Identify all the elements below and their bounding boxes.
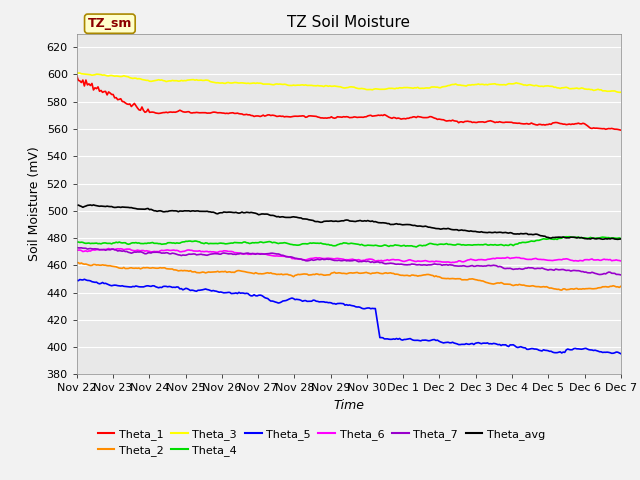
- Theta_4: [589, 235, 597, 241]
- Theta_avg: [588, 235, 596, 241]
- Line: Theta_avg: Theta_avg: [77, 205, 621, 240]
- Title: TZ Soil Moisture: TZ Soil Moisture: [287, 15, 410, 30]
- Theta_5: [588, 347, 596, 353]
- Theta_3: [617, 89, 625, 95]
- Theta_2: [73, 260, 81, 265]
- Y-axis label: Soil Moisture (mV): Soil Moisture (mV): [28, 146, 41, 262]
- Theta_2: [253, 270, 261, 276]
- Theta_6: [312, 255, 320, 261]
- Theta_6: [141, 248, 149, 254]
- Line: Theta_5: Theta_5: [77, 279, 621, 354]
- Theta_4: [565, 234, 573, 240]
- Theta_6: [255, 251, 262, 256]
- Theta_7: [617, 272, 625, 278]
- Theta_avg: [614, 237, 621, 242]
- Theta_1: [617, 127, 625, 133]
- Theta_avg: [255, 212, 262, 217]
- Theta_1: [235, 111, 243, 117]
- Theta_2: [588, 286, 596, 292]
- Theta_3: [74, 70, 82, 76]
- Theta_5: [81, 276, 88, 282]
- Theta_2: [140, 265, 147, 271]
- Theta_7: [235, 251, 243, 257]
- Theta_avg: [617, 236, 625, 242]
- Theta_avg: [141, 206, 149, 212]
- Theta_4: [140, 241, 147, 247]
- Theta_4: [311, 240, 319, 246]
- Theta_7: [262, 251, 270, 257]
- Theta_5: [312, 299, 320, 304]
- Theta_2: [558, 287, 566, 293]
- Theta_2: [235, 268, 243, 274]
- Theta_7: [140, 250, 147, 256]
- Legend: Theta_1, Theta_2, Theta_3, Theta_4, Theta_5, Theta_6, Theta_7, Theta_avg: Theta_1, Theta_2, Theta_3, Theta_4, Thet…: [93, 424, 549, 460]
- Theta_4: [253, 240, 261, 246]
- Theta_5: [141, 284, 149, 289]
- Theta_4: [73, 240, 81, 245]
- Line: Theta_3: Theta_3: [77, 73, 621, 92]
- Theta_3: [237, 80, 244, 86]
- Theta_4: [412, 244, 420, 250]
- Theta_6: [105, 246, 113, 252]
- Theta_5: [617, 351, 625, 357]
- Theta_6: [237, 251, 244, 256]
- Theta_3: [73, 70, 81, 76]
- Line: Theta_2: Theta_2: [77, 263, 621, 290]
- Theta_6: [73, 248, 81, 253]
- Theta_avg: [264, 211, 271, 217]
- Line: Theta_6: Theta_6: [77, 249, 621, 263]
- Theta_3: [264, 81, 271, 87]
- Line: Theta_1: Theta_1: [77, 76, 621, 130]
- Theta_7: [587, 270, 595, 276]
- Theta_2: [262, 270, 270, 276]
- Theta_1: [311, 113, 319, 119]
- Theta_5: [237, 290, 244, 296]
- Theta_3: [616, 89, 623, 95]
- Theta_avg: [312, 219, 320, 225]
- Theta_5: [255, 292, 262, 298]
- Theta_1: [587, 125, 595, 131]
- Theta_4: [617, 236, 625, 241]
- Theta_2: [617, 284, 625, 289]
- Theta_2: [311, 272, 319, 277]
- Theta_5: [264, 296, 271, 301]
- Line: Theta_4: Theta_4: [77, 237, 621, 247]
- Theta_avg: [237, 210, 244, 216]
- Theta_5: [73, 277, 81, 283]
- Theta_7: [253, 251, 261, 256]
- Theta_1: [73, 73, 81, 79]
- Theta_1: [140, 108, 147, 113]
- X-axis label: Time: Time: [333, 399, 364, 412]
- Theta_avg: [90, 202, 97, 208]
- Theta_4: [262, 240, 270, 245]
- Theta_6: [264, 252, 271, 258]
- Theta_3: [255, 80, 262, 86]
- Text: TZ_sm: TZ_sm: [88, 17, 132, 30]
- Theta_avg: [73, 203, 81, 208]
- Theta_7: [311, 257, 319, 263]
- Theta_3: [141, 77, 149, 83]
- Theta_6: [617, 258, 625, 264]
- Theta_3: [312, 83, 320, 89]
- Theta_7: [73, 245, 81, 251]
- Theta_6: [447, 260, 455, 265]
- Theta_1: [262, 113, 270, 119]
- Theta_4: [235, 240, 243, 246]
- Theta_3: [588, 87, 596, 93]
- Theta_6: [589, 257, 597, 263]
- Theta_1: [253, 113, 261, 119]
- Line: Theta_7: Theta_7: [77, 248, 621, 275]
